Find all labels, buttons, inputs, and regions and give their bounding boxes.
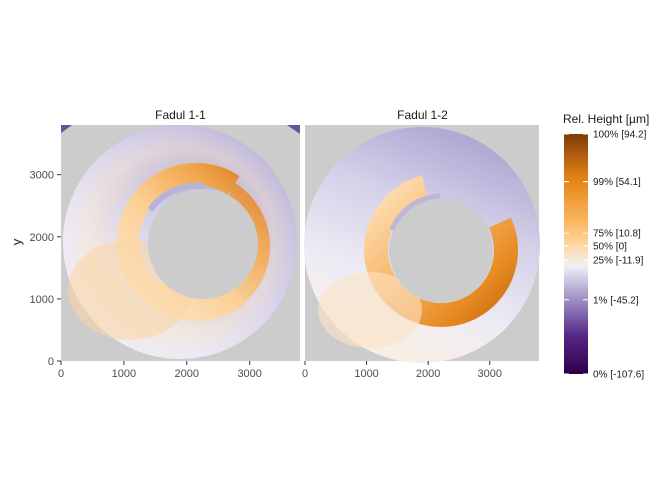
- legend-title: Rel. Height [µm]: [563, 112, 649, 126]
- heatmap-image: [61, 125, 300, 361]
- inner-hole: [148, 189, 258, 299]
- legend-label: 1% [-45.2]: [593, 295, 639, 306]
- inner-purple-edge: [147, 182, 206, 212]
- y-tick-label: 1000: [30, 294, 54, 306]
- legend-label: 25% [-11.9]: [593, 256, 644, 267]
- x-tick-label: 1000: [354, 368, 378, 380]
- y-axis-title: y: [9, 238, 24, 245]
- orange-ring: [364, 173, 518, 327]
- legend-label: 0% [-107.6]: [593, 370, 644, 381]
- x-tick-label: 3000: [237, 368, 261, 380]
- heatmap-image: [304, 125, 540, 363]
- pale-zone: [318, 272, 422, 348]
- legend-colorbar: [564, 134, 588, 374]
- x-tick-label: 0: [302, 368, 308, 380]
- legend-label: 100% [94.2]: [593, 130, 647, 141]
- x-tick-label: 0: [58, 368, 64, 380]
- legend-label: 99% [54.1]: [593, 177, 641, 188]
- legend: Rel. Height [µm] 100% [94.2] 99% [54.1] 75…: [563, 112, 649, 381]
- y-tick-label: 0: [48, 356, 54, 368]
- y-tick-label: 3000: [30, 170, 54, 182]
- inner-hole: [389, 199, 493, 303]
- corner-speck-tr: [287, 125, 300, 134]
- corner-speck-tl: [61, 125, 72, 133]
- x-tick-label: 3000: [477, 368, 501, 380]
- x-tick-label: 2000: [416, 368, 440, 380]
- panel-title: Fadul 1-1: [155, 108, 206, 122]
- x-tick-label: 1000: [112, 368, 136, 380]
- axes: 0 1000 2000 3000 0 1000 2000 3000 0 1000 2000 3000: [30, 170, 502, 380]
- panel-fadul-1-1: Fadul 1-1: [61, 108, 300, 361]
- legend-label: 75% [10.8]: [593, 229, 641, 240]
- x-tick-label: 2000: [175, 368, 199, 380]
- panel-fadul-1-2: Fadul 1-2: [304, 108, 540, 363]
- y-tick-label: 2000: [30, 232, 54, 244]
- panel-title: Fadul 1-2: [397, 108, 448, 122]
- inner-purple-edge: [389, 193, 441, 231]
- legend-labels: 100% [94.2] 99% [54.1] 75% [10.8] 50% [0] 25…: [564, 130, 647, 381]
- legend-label: 50% [0]: [593, 242, 627, 253]
